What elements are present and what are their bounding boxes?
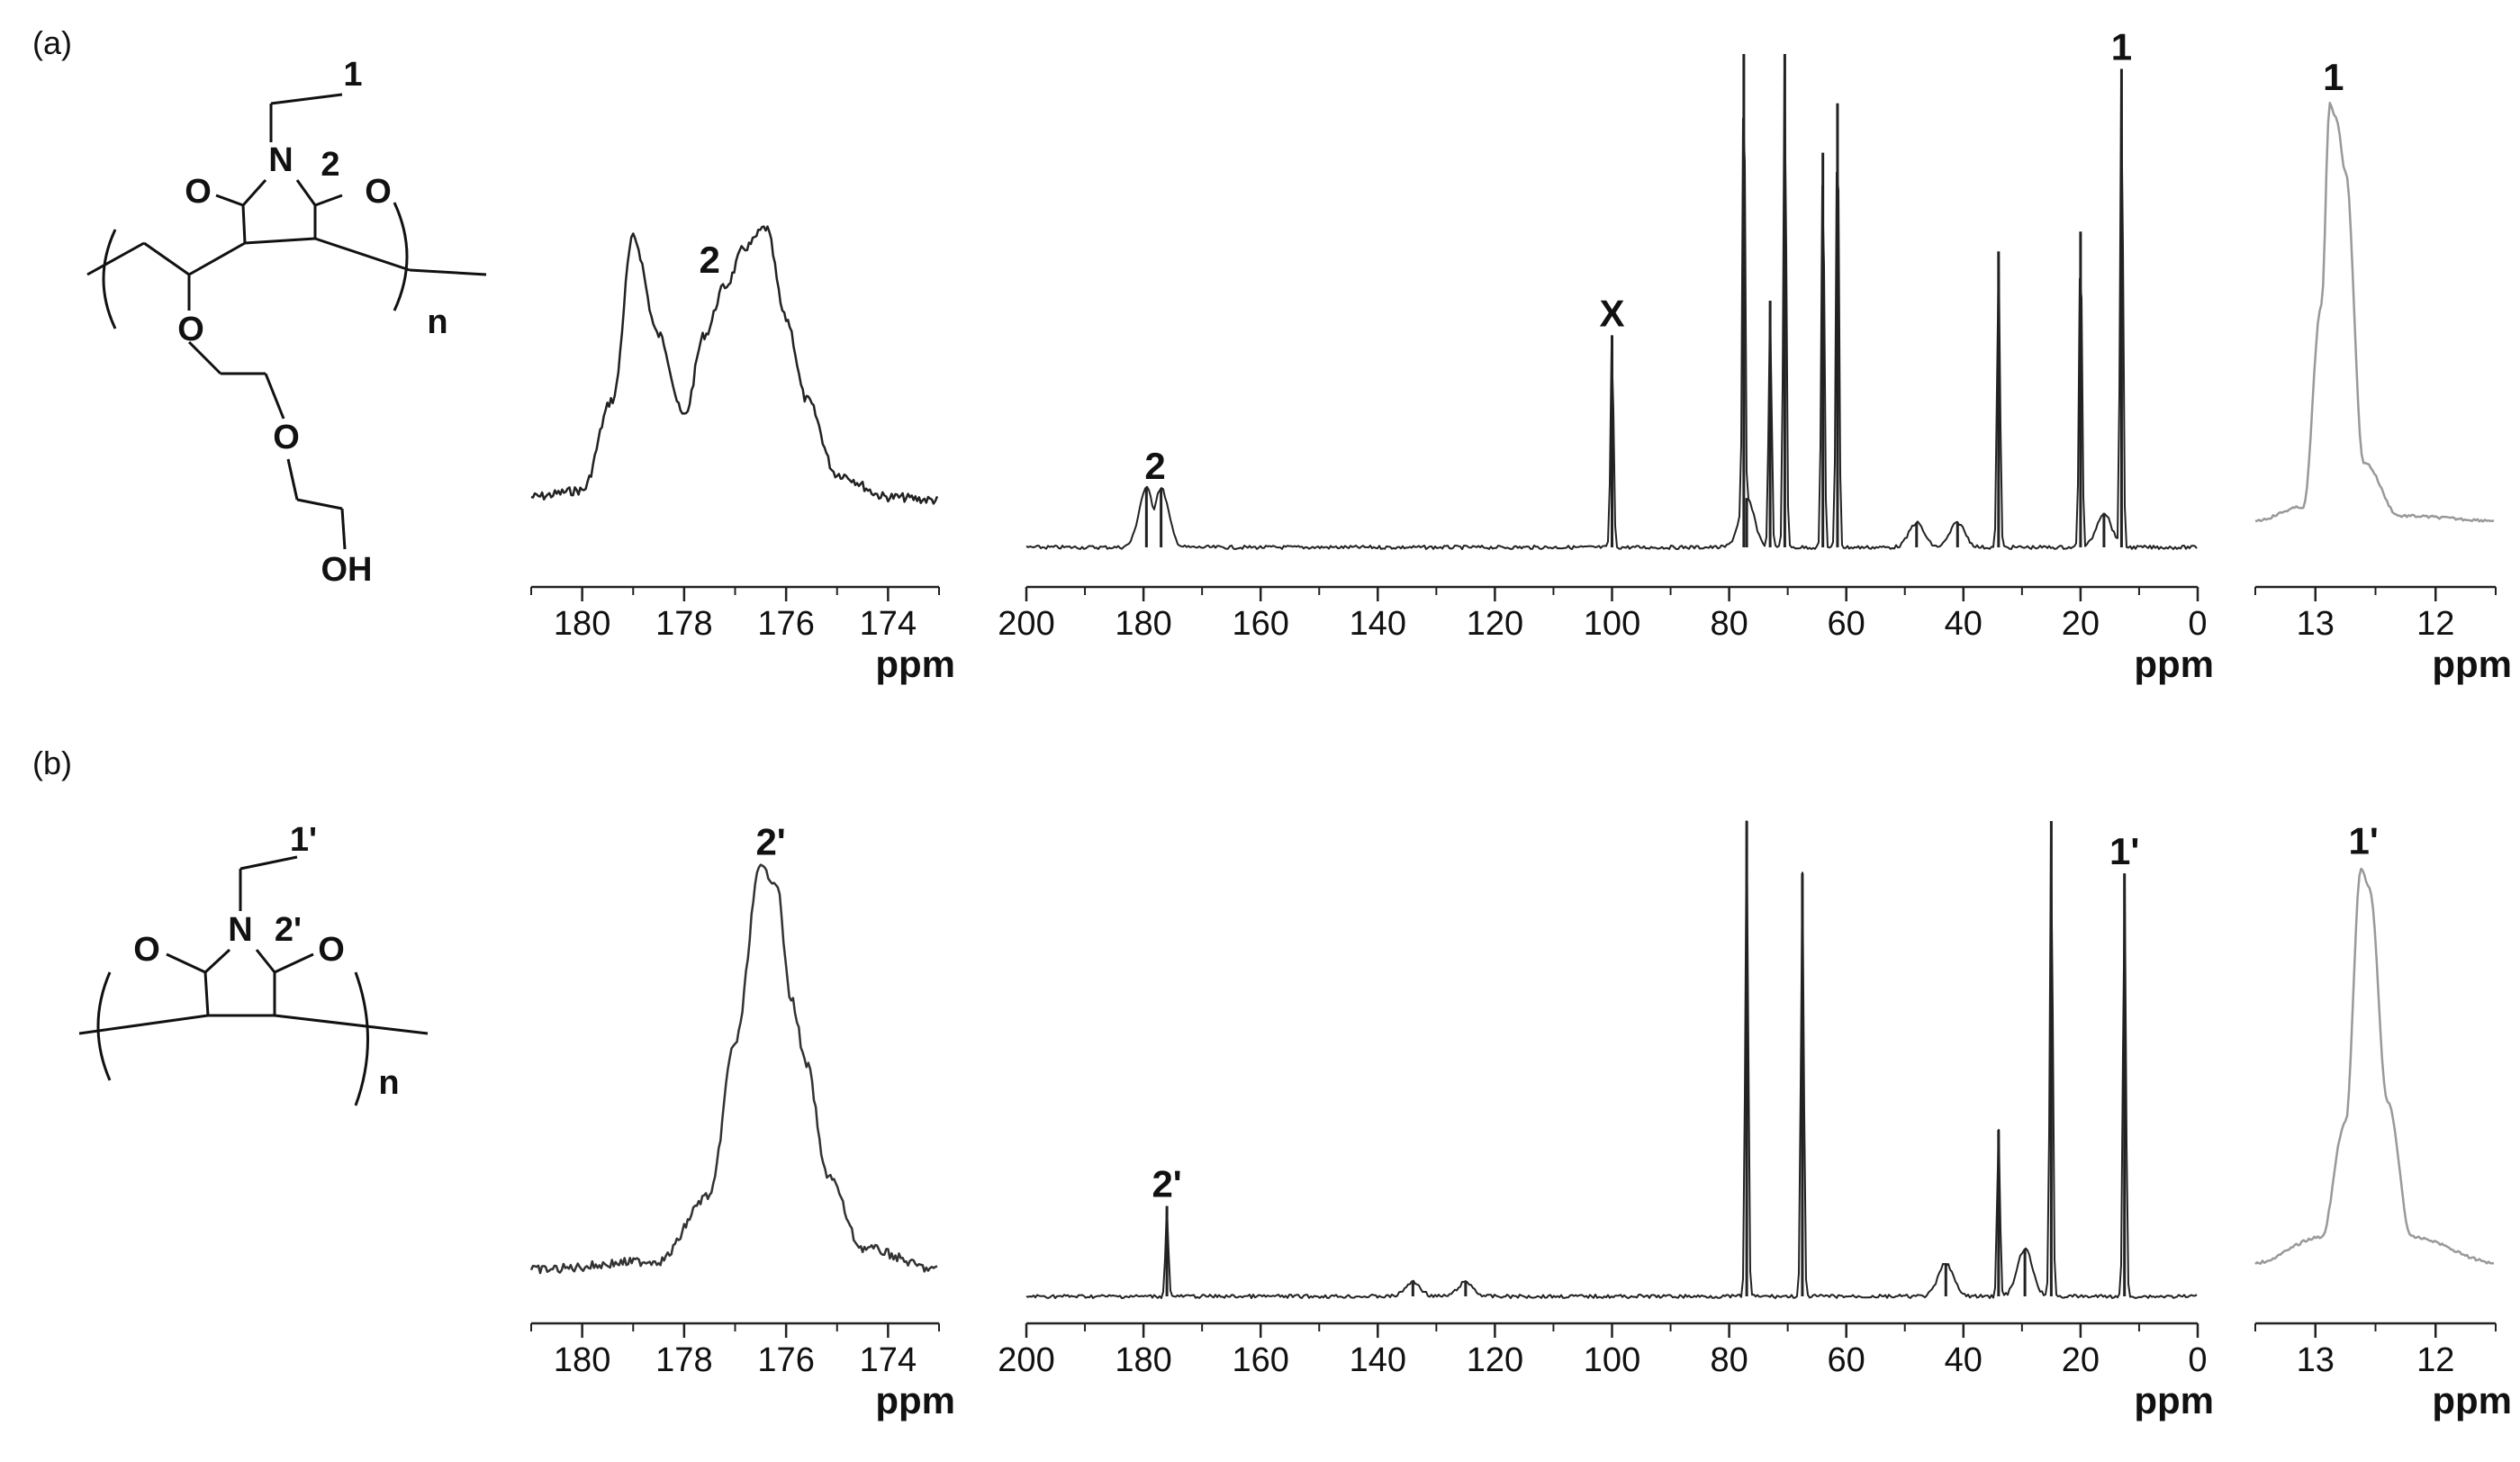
x-axis-label: ppm: [875, 1379, 955, 1421]
peak-label: 2': [755, 820, 785, 862]
repeat-n-a: n: [427, 303, 447, 341]
x-tick-label: 20: [2062, 605, 2100, 643]
x-tick-label: 180: [554, 605, 610, 643]
chemical-structure-a: [86, 93, 487, 550]
x-axis-label: ppm: [875, 643, 955, 685]
x-axis-label: ppm: [2432, 1379, 2512, 1421]
panel-label-a: (a): [32, 24, 72, 61]
x-tick-label: 13: [2297, 605, 2335, 643]
x-tick-label: 12: [2416, 605, 2454, 643]
spectrum-trace: [2254, 867, 2495, 1265]
x-tick-label: 176: [757, 1341, 814, 1379]
x-tick-label: 180: [1115, 1341, 1171, 1379]
x-tick-label: 20: [2062, 1341, 2100, 1379]
x-tick-label: 178: [655, 605, 712, 643]
x-tick-label: 200: [998, 1341, 1054, 1379]
peak-label: 1: [2323, 56, 2344, 98]
peak-label: 1: [2111, 25, 2132, 68]
x-tick-label: 174: [860, 605, 917, 643]
x-tick-label: 60: [1828, 1341, 1865, 1379]
x-tick-label: 200: [998, 605, 1054, 643]
peak-label: 2: [700, 239, 720, 281]
x-tick-label: 120: [1467, 1341, 1523, 1379]
spectrum-trace: [530, 225, 939, 505]
x-tick-label: 120: [1467, 605, 1523, 643]
x-tick-label: 140: [1350, 1341, 1406, 1379]
chemical-structure-b: [78, 855, 429, 1106]
x-tick-label: 0: [2188, 1341, 2207, 1379]
atom-N-a: N: [268, 141, 293, 179]
atom-OH-a: OH: [321, 551, 373, 589]
x-tick-label: 12: [2416, 1341, 2454, 1379]
x-tick-label: 100: [1584, 1341, 1640, 1379]
x-axis-label: ppm: [2432, 643, 2512, 685]
spectrum-trace: [1025, 68, 2198, 550]
x-tick-label: 40: [1945, 1341, 1983, 1379]
atom-O-ether2-a: O: [273, 419, 300, 456]
spectrum-trace: [2254, 101, 2495, 523]
peak-label: X: [1599, 292, 1624, 334]
x-tick-label: 180: [1115, 605, 1171, 643]
x-tick-label: 40: [1945, 605, 1983, 643]
atom-N-b: N: [228, 911, 252, 949]
x-tick-label: 140: [1350, 605, 1406, 643]
x-axis-label: ppm: [2134, 1379, 2214, 1421]
peak-label: 1': [2348, 820, 2378, 862]
structure-label-2-a: 2: [321, 146, 339, 184]
spectrum-trace: [1025, 820, 2198, 1299]
peak-label: 1': [2109, 830, 2139, 872]
atom-O-right-b: O: [318, 931, 345, 969]
peak-label: 2: [1144, 445, 1165, 487]
x-tick-label: 178: [655, 1341, 712, 1379]
x-tick-label: 100: [1584, 605, 1640, 643]
x-tick-label: 0: [2188, 605, 2207, 643]
x-tick-label: 160: [1232, 605, 1288, 643]
atom-O-left-b: O: [133, 931, 160, 969]
x-tick-label: 180: [554, 1341, 610, 1379]
x-tick-label: 160: [1232, 1341, 1288, 1379]
atom-O-ether1-a: O: [177, 311, 204, 348]
x-tick-label: 174: [860, 1341, 917, 1379]
atom-O-right-a: O: [365, 173, 392, 211]
spectrum-trace: [529, 863, 938, 1275]
x-tick-label: 60: [1828, 605, 1865, 643]
x-axis-label: ppm: [2134, 643, 2214, 685]
atom-O-left-a: O: [185, 173, 212, 211]
x-tick-label: 80: [1710, 605, 1748, 643]
panel-label-b: (b): [32, 745, 72, 781]
structure-label-1-a: 1: [343, 56, 362, 94]
structure-label-1-b: 1': [290, 821, 317, 859]
peak-label: 2': [1152, 1163, 1181, 1205]
repeat-n-b: n: [378, 1064, 399, 1102]
structure-label-2-b: 2': [275, 911, 302, 949]
x-tick-label: 13: [2297, 1341, 2335, 1379]
x-tick-label: 176: [757, 605, 814, 643]
x-tick-label: 80: [1710, 1341, 1748, 1379]
